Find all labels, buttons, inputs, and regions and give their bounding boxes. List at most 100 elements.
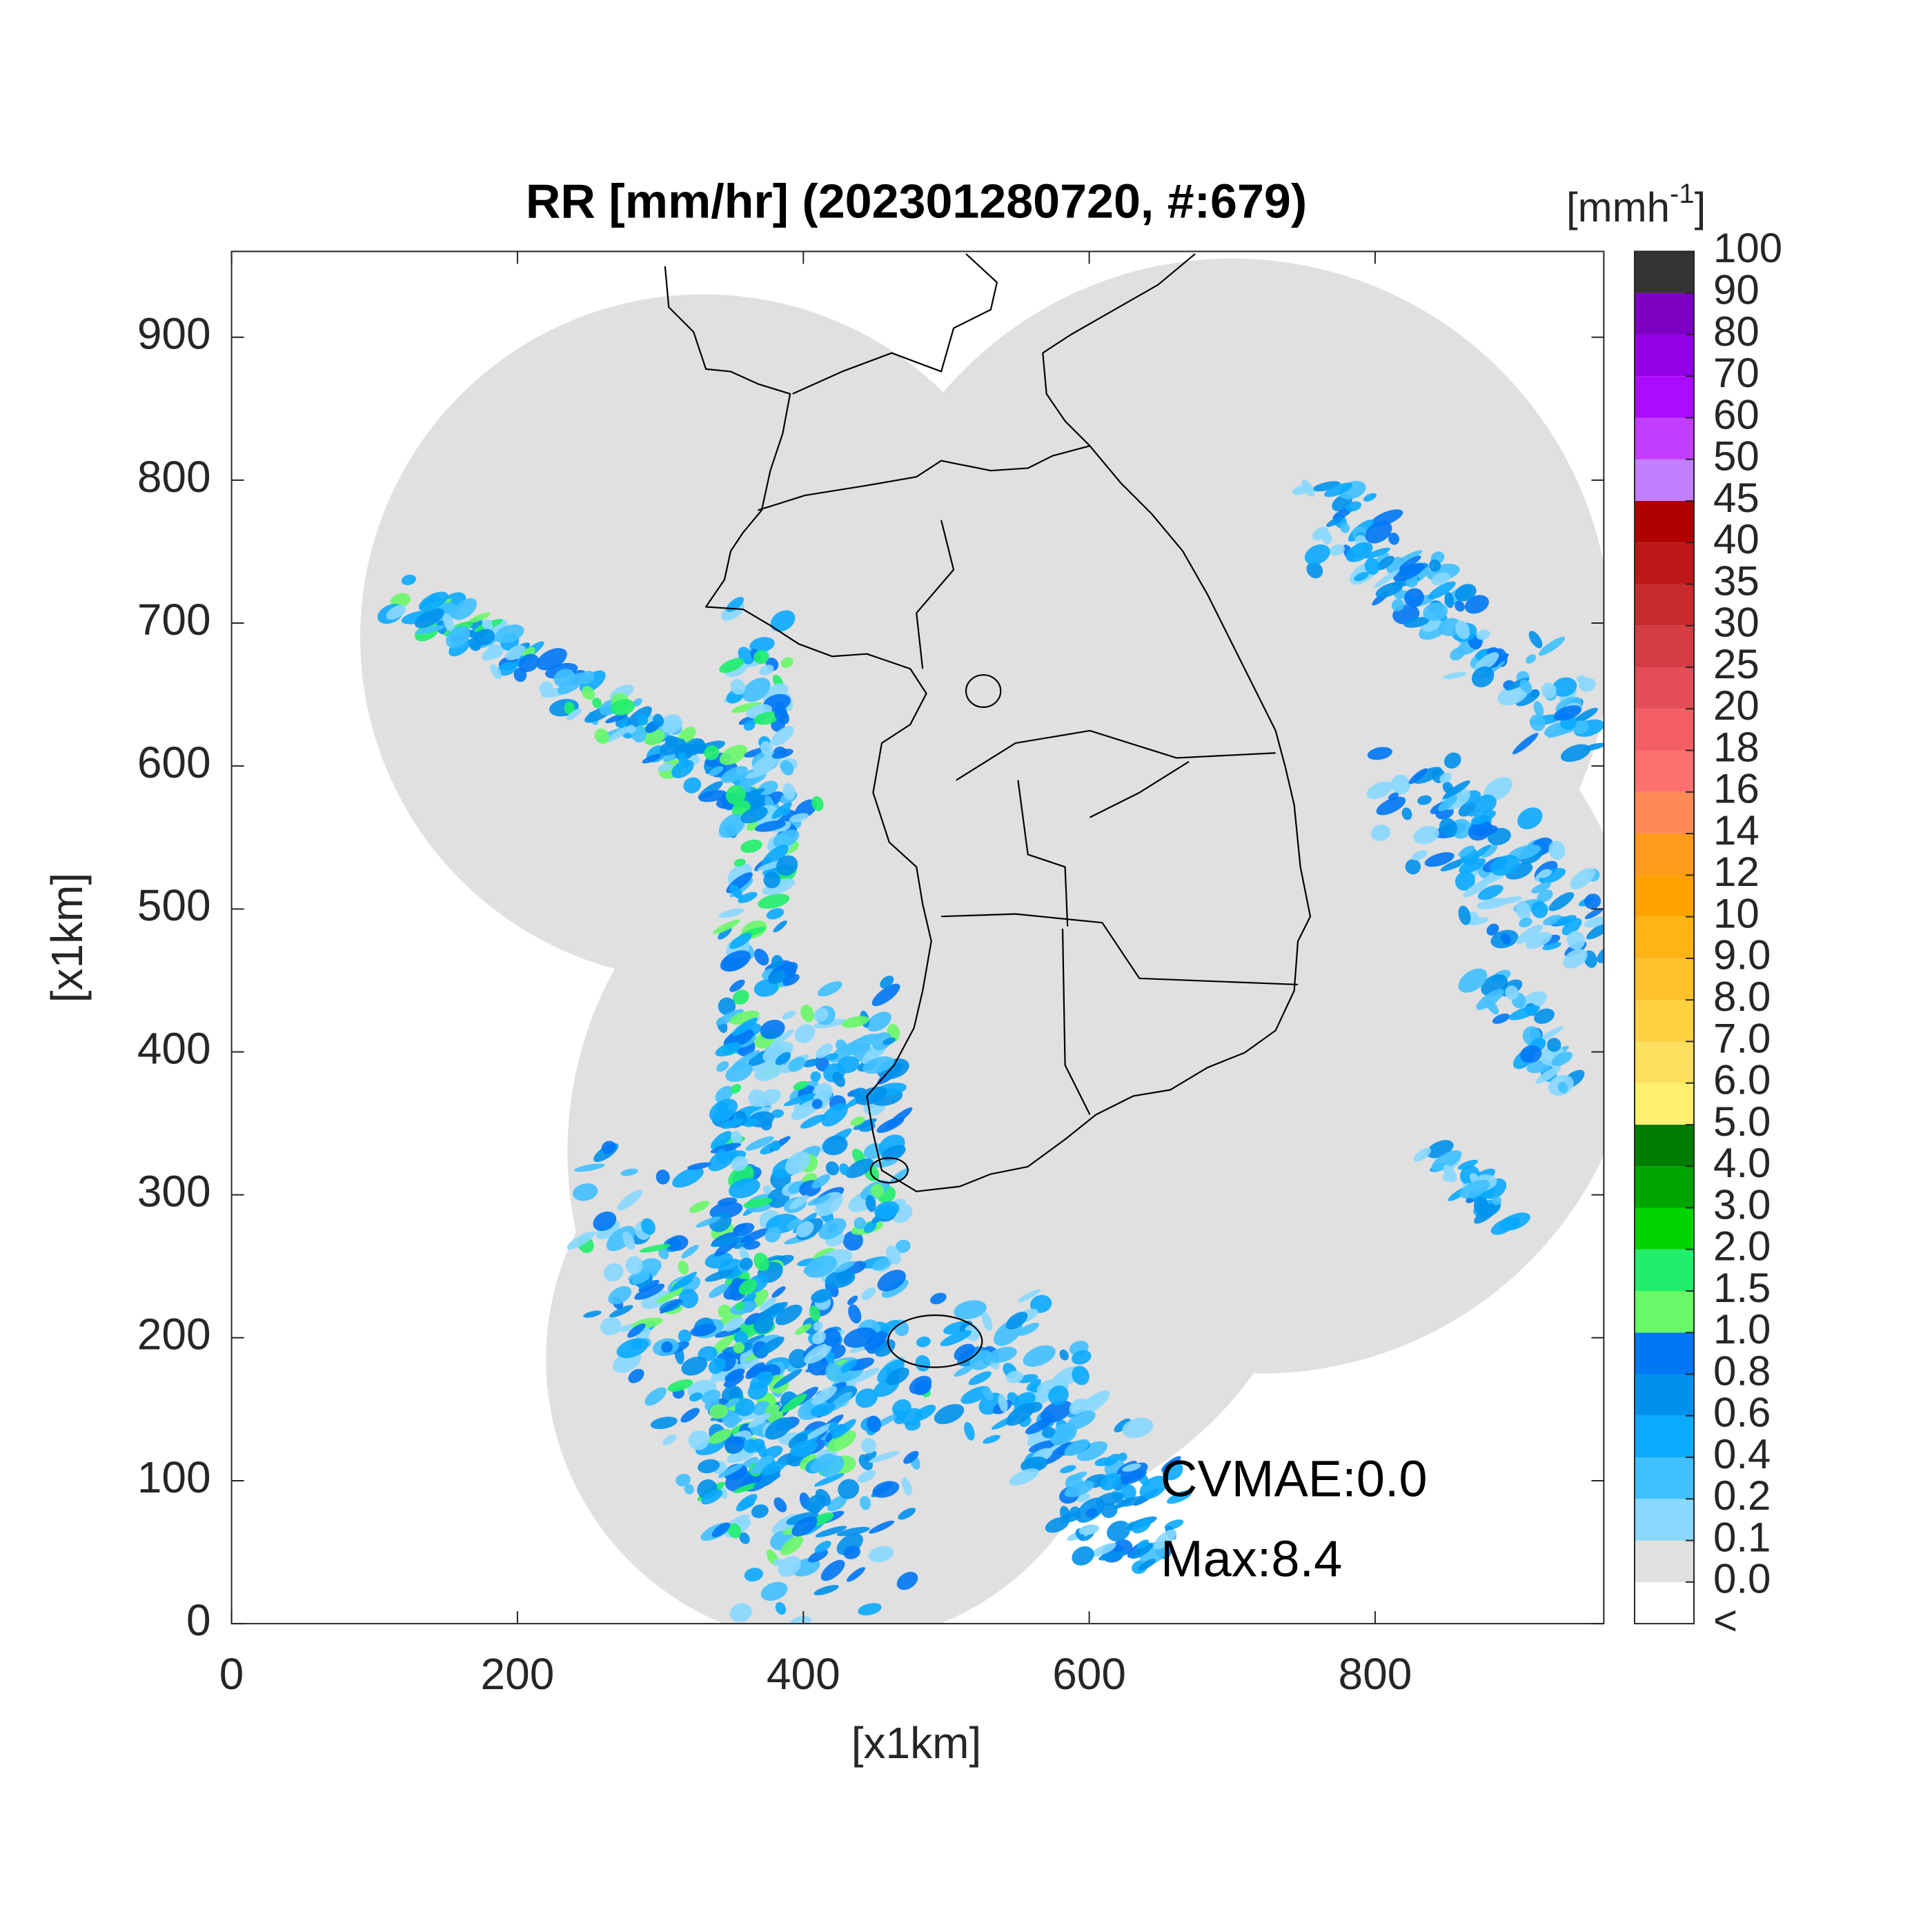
echo: [678, 1288, 698, 1309]
echo: [763, 871, 781, 889]
colorbar-tick-label: 0.6: [1713, 1390, 1771, 1436]
coastline: [665, 254, 1310, 1368]
echo: [759, 664, 774, 676]
colorbar-segment: [1635, 834, 1694, 876]
echo: [680, 1408, 700, 1423]
echo: [981, 1312, 993, 1331]
echo: [760, 1581, 788, 1601]
echo: [758, 894, 790, 909]
echo: [753, 948, 769, 966]
echo: [885, 1107, 913, 1129]
echo: [837, 1056, 860, 1074]
border-line: [793, 254, 997, 394]
echo: [566, 708, 582, 720]
colorbar-tick-label: 1.5: [1713, 1265, 1771, 1311]
echo: [753, 650, 769, 664]
echo: [771, 802, 792, 819]
echo: [773, 829, 800, 848]
echo: [518, 653, 540, 673]
echo: [658, 763, 674, 772]
map-layer: [360, 254, 1604, 1624]
colorbar-unit: [mmh-1]: [1566, 179, 1706, 230]
echo: [809, 1305, 820, 1321]
echo: [659, 738, 686, 756]
echo: [1538, 636, 1566, 656]
echo: [889, 1167, 910, 1184]
echo: [1401, 807, 1412, 820]
echo: [862, 1056, 894, 1074]
echo: [743, 720, 756, 731]
echo: [415, 608, 444, 629]
echo: [1064, 1481, 1094, 1497]
echo: [773, 1559, 785, 1566]
echo: [804, 1255, 838, 1278]
echo: [690, 1324, 717, 1337]
echo: [770, 610, 796, 632]
echo: [1367, 747, 1392, 760]
echo: [656, 1170, 670, 1185]
echo: [773, 707, 789, 724]
echo: [867, 1415, 882, 1433]
echo: [1497, 684, 1528, 706]
echo: [1154, 1529, 1176, 1550]
echo: [1508, 1005, 1540, 1021]
colorbar-segment: [1635, 251, 1694, 293]
colorbar-tick-label: 0.1: [1713, 1514, 1771, 1560]
echo: [709, 1098, 738, 1122]
echo: [782, 1010, 796, 1020]
echo: [729, 1603, 752, 1622]
echo: [1444, 591, 1455, 609]
echo: [814, 1007, 829, 1022]
echo: [401, 574, 416, 586]
echo: [731, 1156, 749, 1172]
echo: [782, 974, 800, 986]
echo: [751, 1504, 769, 1519]
echo: [859, 1495, 871, 1510]
echo: [803, 1423, 834, 1441]
echo: [756, 1441, 768, 1459]
echo: [656, 1290, 680, 1303]
colorbar-tick-label: 80: [1713, 308, 1759, 355]
echo: [789, 813, 809, 822]
echo: [1045, 1517, 1070, 1533]
colorbar-segment: [1635, 1208, 1694, 1250]
y-tick-label: 300: [137, 1167, 211, 1216]
echo: [1121, 1470, 1147, 1485]
echo: [871, 1032, 892, 1051]
echo: [672, 1167, 704, 1188]
echo: [627, 1323, 646, 1338]
colorbar-segment: [1635, 1124, 1694, 1167]
echo: [1474, 794, 1497, 814]
echo: [1122, 1463, 1141, 1472]
echo: [1365, 520, 1392, 544]
echo: [740, 1228, 769, 1243]
echo: [720, 766, 749, 783]
colorbar-tick-label: 12: [1713, 849, 1759, 895]
echo: [839, 1359, 858, 1374]
echo: [874, 1201, 900, 1219]
echo: [681, 1357, 708, 1376]
echo: [827, 1430, 856, 1452]
echo: [1397, 550, 1423, 563]
echo: [870, 1183, 885, 1198]
echo: [505, 645, 526, 660]
echo: [760, 1019, 785, 1039]
echo: [845, 1158, 874, 1179]
echo: [1404, 588, 1424, 608]
echo: [743, 1241, 760, 1250]
echo: [869, 1451, 900, 1463]
echo: [960, 1386, 990, 1404]
colorbar-tick-label: 0.2: [1713, 1472, 1771, 1519]
echo: [733, 1223, 755, 1236]
echo: [745, 1136, 774, 1151]
echo: [783, 963, 796, 978]
echo: [1543, 914, 1563, 926]
echo: [1005, 1312, 1028, 1330]
echo: [810, 1071, 821, 1082]
echo: [622, 1231, 635, 1250]
echo: [1512, 733, 1539, 755]
echo: [608, 1286, 632, 1305]
colorbar-segment: [1635, 1415, 1694, 1458]
echo: [1130, 1542, 1154, 1559]
echo: [740, 806, 768, 824]
